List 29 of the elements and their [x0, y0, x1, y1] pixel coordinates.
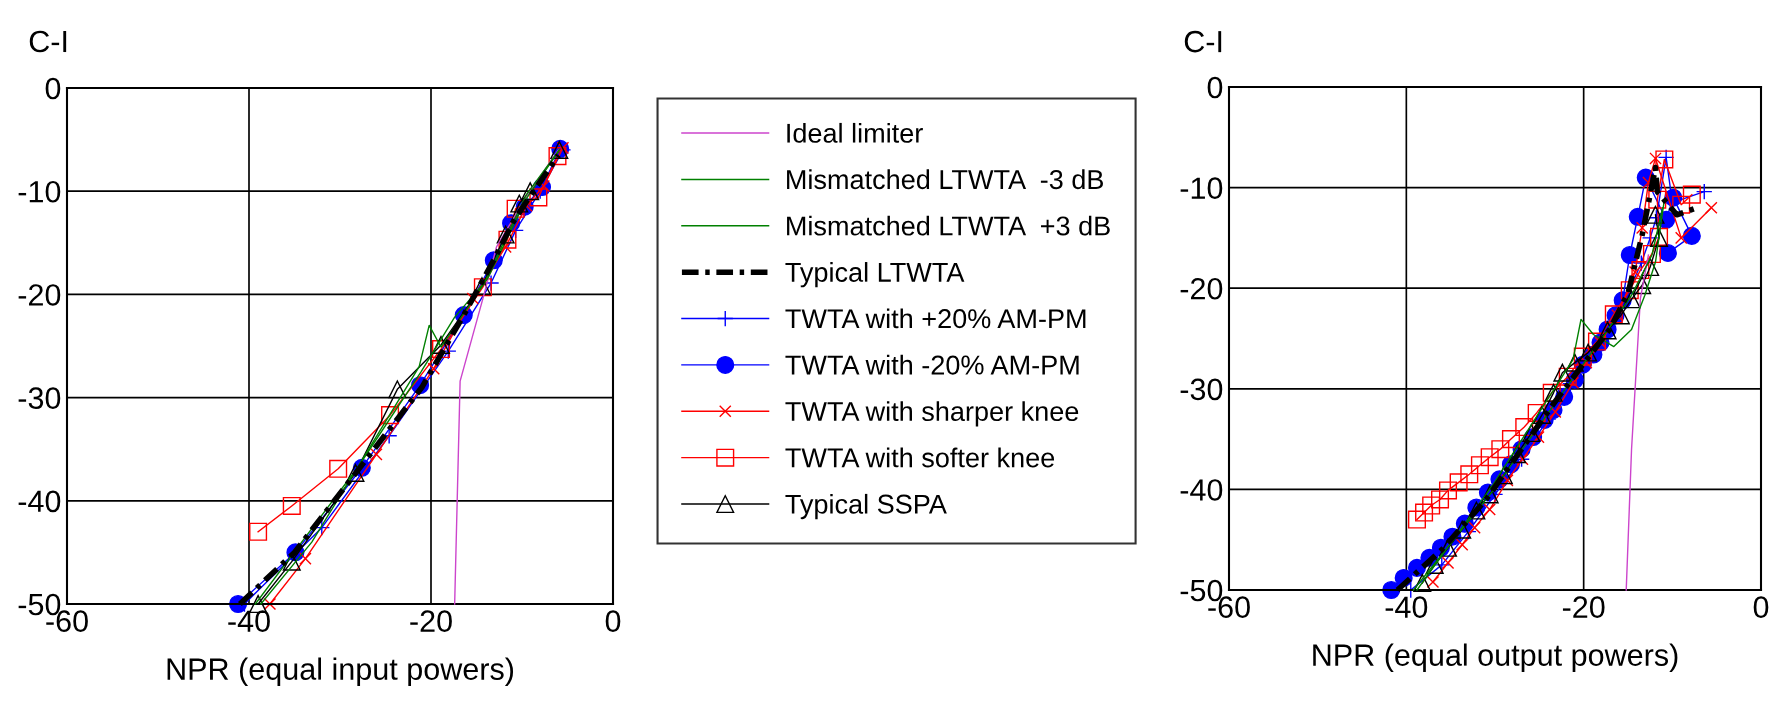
legend-label: TWTA with +20% AM-PM — [785, 308, 1086, 329]
y-tick-label: -10 — [18, 180, 61, 203]
x-tick-label: 0 — [1753, 596, 1769, 618]
y-tick-label: -40 — [1180, 479, 1223, 501]
y-tick-label: 0 — [45, 77, 61, 100]
legend-label: TWTA with sharper knee — [785, 401, 1079, 427]
legend-label: Ideal limiter — [787, 122, 923, 143]
x-tick-label: -40 — [228, 610, 270, 632]
y-tick-label: -10 — [1180, 177, 1223, 199]
y-axis-title: C-I — [1184, 30, 1222, 53]
legend-label: TWTA with softer knee — [785, 447, 1055, 468]
legend-label: Typical SSPA — [785, 493, 947, 520]
y-axis-title: C-I — [29, 30, 67, 53]
y-tick-label: -30 — [1180, 378, 1223, 401]
y-tick-label: 0 — [1207, 76, 1223, 99]
y-tick-label: -20 — [1180, 277, 1223, 300]
x-tick-label: -20 — [1562, 596, 1605, 618]
y-tick-label: -20 — [18, 284, 61, 306]
legend-label: Mismatched LTWTA +3 dB — [787, 215, 1110, 236]
legend-label: TWTA with -20% AM-PM — [785, 354, 1079, 375]
x-tick-label: -40 — [1385, 596, 1428, 618]
y-tick-label: -40 — [18, 490, 61, 513]
y-tick-label: -30 — [18, 387, 61, 409]
legend-label: Typical LTWTA — [785, 262, 965, 288]
x-axis-title: NPR (equal input powers) — [167, 657, 514, 686]
x-tick-label: 0 — [605, 610, 621, 632]
x-axis-title: NPR (equal output powers) — [1313, 643, 1678, 672]
x-tick-label: -20 — [410, 610, 452, 632]
legend-label: Mismatched LTWTA -3 dB — [787, 169, 1103, 190]
